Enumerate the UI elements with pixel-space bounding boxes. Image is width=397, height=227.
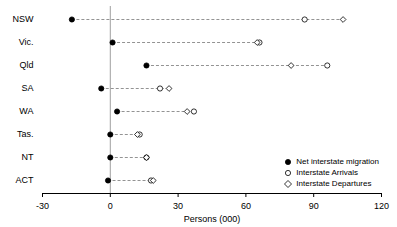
svg-text:-30: -30 xyxy=(36,201,49,211)
svg-text:Qld: Qld xyxy=(19,60,33,70)
html-text:Net interstate migration: Net interstate migration xyxy=(296,157,379,166)
html-text:Interstate Departures: Interstate Departures xyxy=(296,179,372,188)
svg-text:Tas.: Tas. xyxy=(17,129,34,139)
svg-text:SA: SA xyxy=(21,83,33,93)
svg-text:ACT: ACT xyxy=(16,175,35,185)
svg-text:Vic.: Vic. xyxy=(19,37,34,47)
svg-text:NSW: NSW xyxy=(13,14,35,24)
svg-text:90: 90 xyxy=(309,201,319,211)
svg-text:30: 30 xyxy=(173,201,183,211)
svg-text:Persons (000): Persons (000) xyxy=(184,214,241,224)
svg-text:0: 0 xyxy=(108,201,113,211)
svg-text:NT: NT xyxy=(22,152,34,162)
html-text:Interstate Arrivals: Interstate Arrivals xyxy=(296,168,359,177)
svg-text:60: 60 xyxy=(241,201,251,211)
svg-text:WA: WA xyxy=(19,106,33,116)
svg-text:120: 120 xyxy=(374,201,389,211)
